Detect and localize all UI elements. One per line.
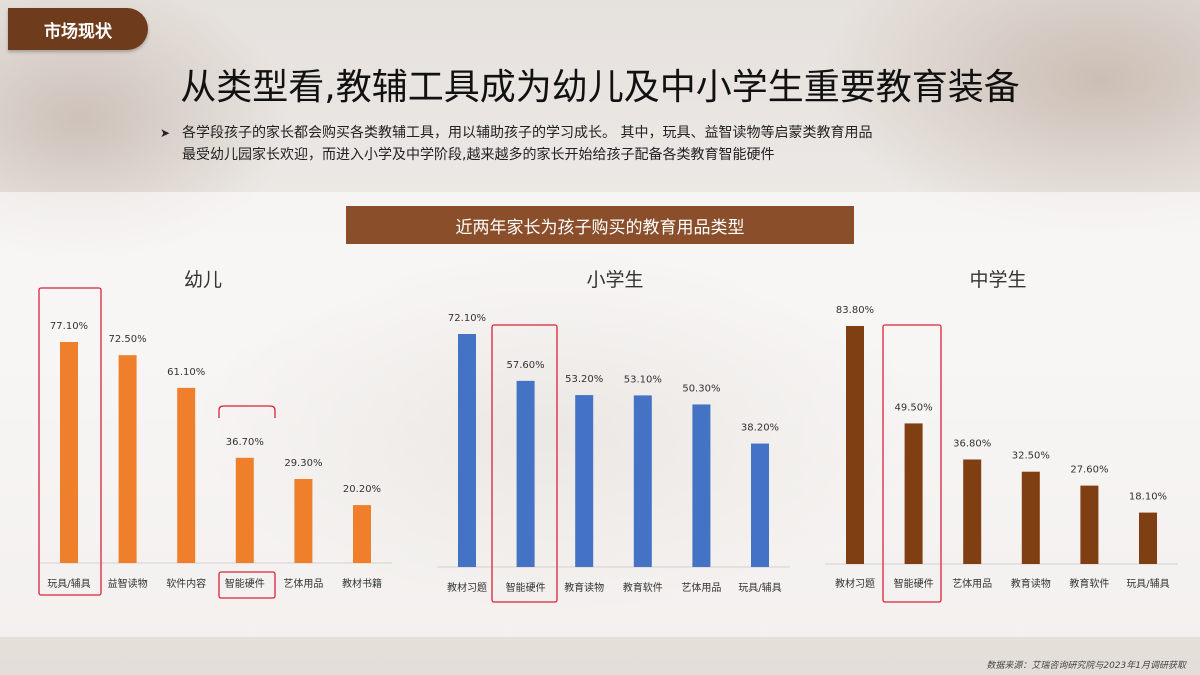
bar-primary-1: [516, 380, 535, 567]
bar-middle-1: [904, 423, 923, 564]
bullet-line-2: 最受幼儿园家长欢迎，而进入小学及中学阶段,越来越多的家长开始给孩子配备各类教育智…: [182, 147, 775, 163]
bar-middle-2: [963, 459, 982, 564]
chart-panel-title: 近两年家长为孩子购买的教育用品类型: [346, 206, 854, 244]
chart-middle: 83.80% 教材习题 49.50% 智能硬件 36.80% 艺体用品 32.50% 教育读物…: [825, 305, 1178, 590]
category-label: 软件内容: [166, 577, 206, 590]
data-label: 72.10%: [448, 313, 486, 324]
bar-middle-0: [846, 326, 864, 564]
data-label: 18.10%: [1129, 492, 1167, 503]
data-label: 49.50%: [895, 402, 933, 413]
data-label: 61.10%: [167, 367, 205, 378]
category-label: 智能硬件: [894, 577, 934, 590]
category-label: 智能硬件: [506, 581, 546, 594]
category-label: 艺体用品: [283, 578, 323, 590]
highlight-bracket-kindergarten-hardware: [218, 405, 276, 418]
data-label: 27.60%: [1070, 465, 1108, 476]
bar-kindergarten-5: [353, 505, 371, 563]
arrow-bullet-icon: ➤: [160, 126, 171, 140]
bar-primary-4: [692, 404, 711, 567]
data-label: 50.30%: [682, 383, 720, 394]
category-label: 艺体用品: [952, 578, 992, 590]
bar-primary-0: [458, 334, 476, 567]
bullet-line-1: 各学段孩子的家长都会购买各类教辅工具，用以辅助孩子的学习成长。 其中，玩具、益智…: [182, 125, 873, 141]
bar-kindergarten-2: [177, 387, 196, 563]
category-label: 益智读物: [108, 577, 148, 590]
chart-primary: 72.10% 教材习题 57.60% 智能硬件 53.20% 教育读物 53.10% 教育软件…: [437, 313, 790, 594]
bar-kindergarten-0: [60, 342, 78, 563]
data-label: 36.80%: [953, 438, 991, 449]
category-label: 教育软件: [1069, 577, 1109, 590]
data-label: 32.50%: [1012, 451, 1050, 462]
data-label: 53.20%: [565, 374, 603, 385]
highlight-box-kindergarten-hardware-label: [218, 571, 276, 599]
chart-title-kindergarten: 幼儿: [183, 269, 222, 291]
highlight-box-primary-hardware: [491, 324, 558, 603]
bar-primary-5: [751, 443, 769, 567]
category-label: 教材习题: [447, 581, 487, 594]
category-label: 教育读物: [1011, 577, 1051, 590]
data-label: 20.20%: [343, 484, 381, 495]
category-label: 玩具/辅具: [47, 577, 90, 590]
category-label: 教材习题: [835, 577, 875, 590]
page-title: 从类型看,教辅工具成为幼儿及中小学生重要教育装备: [180, 67, 1020, 108]
bar-primary-3: [633, 395, 652, 567]
category-label: 艺体用品: [681, 582, 721, 594]
category-label: 教育软件: [623, 581, 663, 594]
data-label: 29.30%: [284, 458, 322, 469]
chart-kindergarten: 77.10% 玩具/辅具 72.50% 益智读物 61.10% 软件内容 36.70% 智能硬…: [39, 321, 392, 590]
bar-middle-5: [1139, 512, 1157, 564]
category-label: 教育读物: [564, 581, 604, 594]
highlight-box-middle-hardware: [882, 324, 942, 603]
data-label: 57.60%: [507, 360, 545, 371]
highlight-box-kindergarten-toys: [38, 287, 102, 596]
data-label: 72.50%: [109, 334, 147, 345]
category-label: 智能硬件: [225, 577, 265, 590]
data-label: 53.10%: [624, 374, 662, 385]
chart-title-middle: 中学生: [969, 269, 1027, 291]
bar-middle-3: [1021, 471, 1040, 564]
bar-kindergarten-3: [235, 457, 254, 563]
data-label: 77.10%: [50, 321, 88, 332]
chart-title-primary: 小学生: [586, 269, 644, 291]
category-label: 教材书籍: [342, 577, 382, 590]
data-source: 数据来源：艾瑞咨询研究院与2023年1月调研获取: [986, 661, 1186, 671]
category-label: 玩具/辅具: [1126, 577, 1169, 590]
section-tag: 市场现状: [8, 8, 148, 50]
bar-kindergarten-1: [118, 355, 137, 563]
data-label: 38.20%: [741, 423, 779, 434]
bar-kindergarten-4: [294, 479, 313, 563]
bar-primary-2: [575, 395, 594, 567]
summary-bullet: ➤ 各学段孩子的家长都会购买各类教辅工具，用以辅助孩子的学习成长。 其中，玩具、…: [160, 122, 1060, 166]
data-label: 36.70%: [226, 437, 264, 448]
data-label: 83.80%: [836, 305, 874, 316]
category-label: 玩具/辅具: [738, 581, 781, 594]
bar-middle-4: [1080, 485, 1099, 564]
